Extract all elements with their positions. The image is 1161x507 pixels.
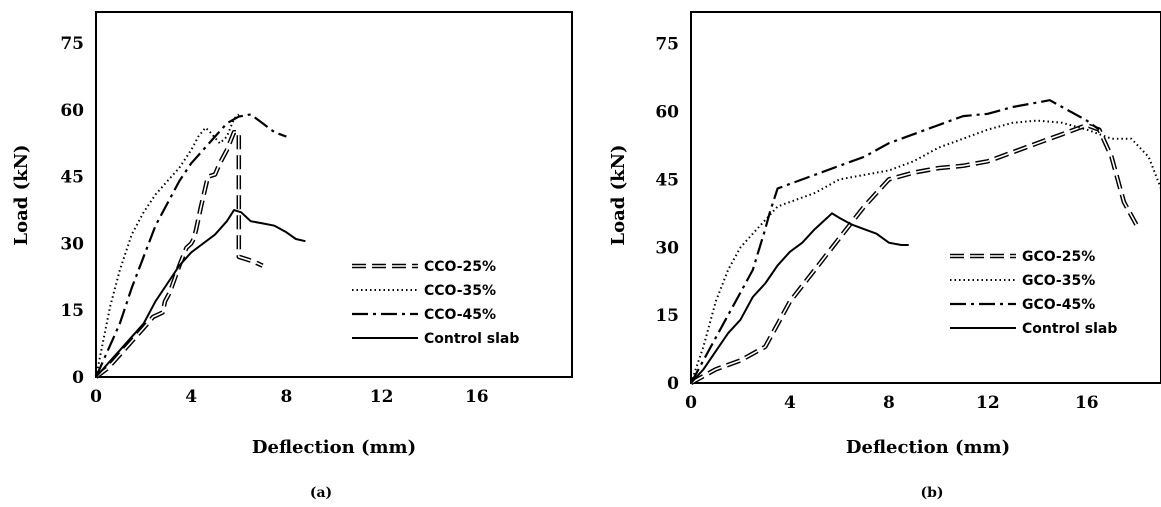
series-layer	[94, 113, 306, 379]
y-tick-label: 75	[655, 35, 679, 55]
chart-panel-b: 0 4 8 12 16 0 15 30 45 60 75 Deflection (mm) Load…	[608, 11, 1161, 501]
x-axis-title: Deflection (mm)	[846, 437, 1010, 458]
y-tick-label: 60	[60, 101, 84, 121]
legend-label: GCO-45%	[1022, 297, 1095, 313]
y-tick-label: 30	[655, 238, 679, 258]
plot-frame	[690, 11, 1161, 384]
x-tick-label: 8	[280, 387, 292, 407]
x-tick-labels: 0 4 8 12 16	[90, 387, 489, 407]
series-line	[690, 99, 1100, 384]
legend-label: CCO-35%	[424, 283, 496, 299]
legend: CCO-25% CCO-35% CCO-45% Control slab	[352, 259, 519, 347]
x-tick-label: 4	[784, 393, 796, 413]
legend-label: Control slab	[424, 331, 519, 347]
legend: GCO-25% GCO-35% GCO-45% Control slab	[950, 249, 1117, 337]
series-line-inner	[690, 124, 1138, 384]
y-tick-labels: 0 15 30 45 60 75	[655, 35, 679, 394]
x-tick-label: 0	[685, 393, 697, 413]
series-line	[94, 113, 287, 378]
chart-panel-a: 0 4 8 12 16 0 15 30 45 60 75 Deflection (mm) Load…	[11, 11, 573, 501]
series-layer	[689, 99, 1161, 385]
y-axis-title: Load (kN)	[11, 144, 32, 245]
y-tick-label: 15	[60, 301, 84, 321]
legend-label: GCO-25%	[1022, 249, 1095, 265]
x-tick-label: 12	[370, 387, 394, 407]
y-tick-label: 30	[60, 234, 84, 254]
x-tick-label: 16	[1075, 393, 1099, 413]
y-tick-label: 15	[655, 306, 679, 326]
panel-caption: (b)	[920, 485, 943, 501]
legend-label: CCO-25%	[424, 259, 496, 275]
series-line	[690, 119, 1161, 384]
y-axis-title: Load (kN)	[608, 144, 629, 245]
y-tick-label: 75	[60, 34, 84, 54]
series-line-inner	[95, 131, 263, 378]
y-tick-label: 60	[655, 103, 679, 123]
series-line	[95, 209, 306, 378]
x-tick-label: 8	[883, 393, 895, 413]
x-tick-label: 0	[90, 387, 102, 407]
panel-caption: (a)	[310, 485, 332, 501]
legend-label: CCO-45%	[424, 307, 496, 323]
y-tick-label: 0	[667, 374, 679, 394]
x-tick-label: 12	[976, 393, 1000, 413]
y-tick-label: 45	[60, 168, 84, 188]
series-line	[690, 212, 909, 384]
plot-frame	[95, 11, 573, 378]
y-tick-labels: 0 15 30 45 60 75	[60, 34, 84, 388]
x-tick-label: 4	[185, 387, 197, 407]
y-tick-label: 45	[655, 170, 679, 190]
x-tick-label: 16	[465, 387, 489, 407]
legend-label: GCO-35%	[1022, 273, 1095, 289]
series-line	[94, 129, 264, 379]
legend-label: Control slab	[1022, 321, 1117, 337]
x-axis-title: Deflection (mm)	[252, 437, 416, 458]
series-line	[95, 113, 240, 378]
y-tick-label: 0	[72, 368, 84, 388]
x-tick-labels: 0 4 8 12 16	[685, 393, 1099, 413]
